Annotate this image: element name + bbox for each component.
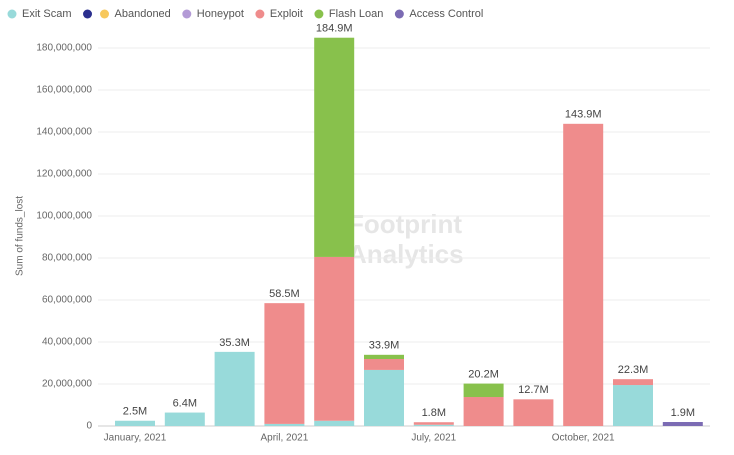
bar-segment <box>364 369 404 426</box>
total-label: 1.8M <box>422 407 446 419</box>
y-tick-label: 60,000,000 <box>42 295 92 306</box>
bar-segment <box>264 423 305 426</box>
x-tick-label: October, 2021 <box>552 433 615 444</box>
x-tick-label: July, 2021 <box>411 433 456 444</box>
y-axis-label: Sum of funds_lost <box>15 196 26 276</box>
x-tick-label: April, 2021 <box>260 433 308 444</box>
bar-segment <box>413 422 454 425</box>
legend-label: Flash Loan <box>329 8 383 20</box>
total-label: 22.3M <box>618 364 649 376</box>
y-tick-label: 120,000,000 <box>36 169 92 180</box>
bar-segment <box>613 385 653 426</box>
total-label: 58.5M <box>269 288 300 300</box>
total-label: 12.7M <box>518 384 549 396</box>
y-tick-label: 40,000,000 <box>42 337 92 348</box>
bar-segment <box>413 424 454 426</box>
bar-segment <box>314 256 355 421</box>
bar-segment <box>214 351 255 426</box>
legend-marker <box>255 9 265 19</box>
bar-segment <box>613 379 653 386</box>
y-tick-label: 20,000,000 <box>42 379 92 390</box>
total-label: 143.9M <box>565 109 602 121</box>
total-label: 20.2M <box>468 368 499 380</box>
bar-segment <box>463 383 504 398</box>
total-label: 1.9M <box>671 407 695 419</box>
y-tick-label: 100,000,000 <box>36 211 92 222</box>
bar-segment <box>115 420 155 426</box>
legend-label: Access Control <box>409 8 483 20</box>
y-tick-label: 80,000,000 <box>42 253 92 264</box>
bar-segment <box>662 422 703 426</box>
x-tick-label: January, 2021 <box>104 433 167 444</box>
y-tick-label: 160,000,000 <box>36 85 92 96</box>
bar-segment <box>463 397 504 426</box>
legend-marker <box>83 9 93 19</box>
y-tick-label: 140,000,000 <box>36 127 92 138</box>
bar-segment <box>314 37 355 257</box>
y-tick-label: 180,000,000 <box>36 43 92 54</box>
total-label: 184.9M <box>316 23 353 35</box>
total-label: 33.9M <box>369 340 400 352</box>
total-label: 6.4M <box>173 397 197 409</box>
watermark: Analytics <box>348 239 464 269</box>
watermark: Footprint <box>348 209 462 239</box>
legend-label: Honeypot <box>197 8 244 20</box>
total-label: 35.3M <box>219 337 250 349</box>
legend-label: Abandoned <box>115 8 171 20</box>
bar-segment <box>314 420 355 426</box>
y-tick-label: 0 <box>86 421 92 432</box>
legend-marker <box>394 9 404 19</box>
bar-segment <box>264 303 305 424</box>
legend-label: Exit Scam <box>22 8 72 20</box>
legend-label: Exploit <box>270 8 303 20</box>
total-label: 2.5M <box>123 406 147 418</box>
bar-segment <box>364 359 404 370</box>
legend-marker <box>314 9 324 19</box>
legend-marker <box>7 9 17 19</box>
bar-segment <box>364 354 404 360</box>
legend-marker <box>100 9 110 19</box>
bar-segment <box>563 123 604 426</box>
bar-segment <box>513 399 554 426</box>
bar-segment <box>164 412 205 426</box>
legend-marker <box>182 9 192 19</box>
